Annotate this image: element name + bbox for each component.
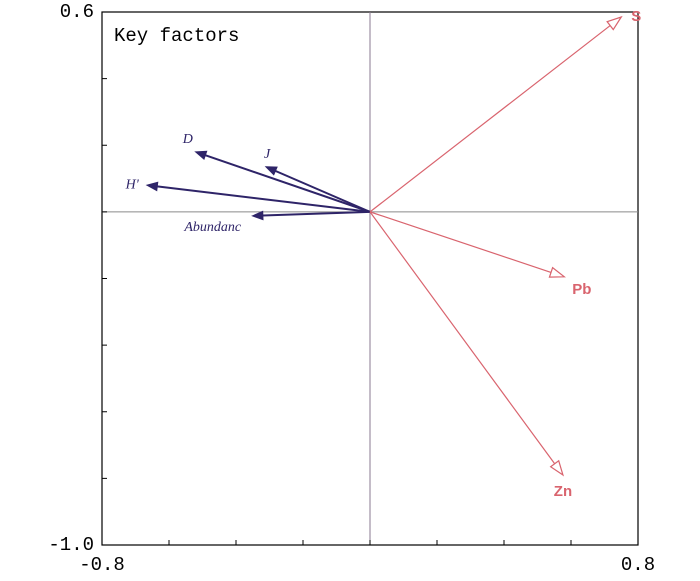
vector-head [606, 15, 623, 31]
vector-label: H' [125, 177, 140, 192]
y-tick-label: 0.6 [60, 1, 94, 23]
vector-label: Abundanc [183, 220, 242, 235]
vector-head [264, 166, 278, 176]
vector-head [145, 181, 159, 192]
vector-label: D [182, 132, 193, 147]
vector-label: S [631, 8, 641, 25]
x-tick-label: 0.8 [621, 554, 655, 576]
vector-head [251, 210, 264, 221]
vector-label: Zn [554, 483, 572, 500]
vector-head [194, 150, 208, 160]
vector-line [369, 211, 556, 465]
vector-head [549, 459, 565, 477]
vector-line [369, 211, 552, 273]
vector-label: J [264, 147, 271, 162]
vector-line [262, 210, 371, 217]
vector-line [157, 185, 371, 213]
vector-line [369, 25, 611, 213]
vector-head [548, 266, 566, 278]
vector-line [274, 169, 371, 213]
y-tick-label: -1.0 [48, 534, 94, 556]
x-tick-label: -0.8 [79, 554, 125, 576]
vector-label: Pb [572, 281, 591, 298]
annotation: Key factors [114, 25, 239, 47]
vector-line [204, 154, 371, 213]
